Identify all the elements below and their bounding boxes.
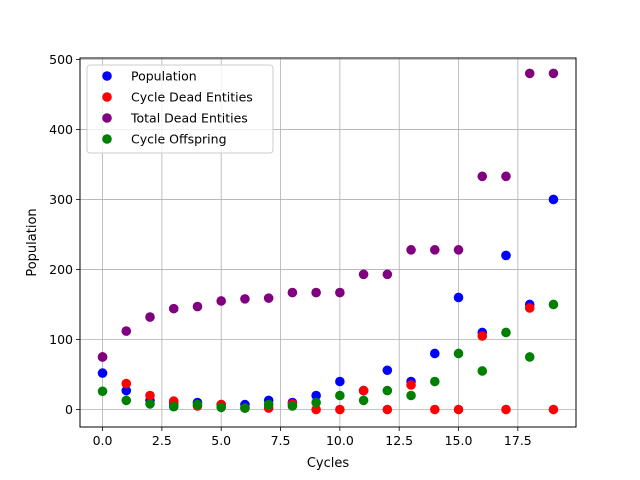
data-point xyxy=(477,171,488,182)
series-cycle-offspring xyxy=(97,299,559,413)
data-point xyxy=(311,287,321,298)
data-point xyxy=(429,404,440,415)
data-point xyxy=(263,293,274,303)
data-point xyxy=(145,399,155,409)
x-axis-ticks: 0.0 2.5 5.0 7.5 10.0 12.5 15.0 17.5 xyxy=(93,427,532,448)
data-point xyxy=(382,385,393,396)
y-tick-label: 500 xyxy=(49,52,73,67)
data-point xyxy=(501,171,511,182)
data-point xyxy=(406,390,416,401)
data-point xyxy=(524,352,535,362)
y-axis-ticks: 0 100 200 300 400 500 xyxy=(49,52,80,417)
data-point xyxy=(477,366,488,376)
data-point xyxy=(548,68,559,79)
data-point xyxy=(287,401,298,411)
data-point xyxy=(335,390,345,401)
data-point xyxy=(311,397,321,408)
data-point xyxy=(453,245,464,255)
x-tick-label: 15.0 xyxy=(445,433,473,448)
x-tick-label: 2.5 xyxy=(152,433,172,448)
data-point xyxy=(240,294,250,304)
y-tick-label: 0 xyxy=(65,402,73,417)
y-tick-label: 300 xyxy=(49,192,73,207)
x-tick-label: 0.0 xyxy=(93,433,113,448)
data-point xyxy=(192,301,203,312)
data-point xyxy=(382,404,393,415)
data-point xyxy=(335,287,345,298)
legend-marker xyxy=(102,113,112,123)
data-point xyxy=(121,385,132,396)
data-point xyxy=(429,245,440,255)
data-point xyxy=(168,303,179,314)
y-tick-label: 200 xyxy=(49,262,73,277)
data-point xyxy=(501,250,511,261)
legend-marker xyxy=(102,71,112,81)
data-point xyxy=(406,245,416,255)
data-point xyxy=(335,376,345,387)
data-point xyxy=(335,404,345,415)
y-axis-label: Population xyxy=(25,208,40,276)
data-point xyxy=(311,390,321,401)
data-point xyxy=(97,352,108,362)
data-point xyxy=(358,395,369,406)
data-point xyxy=(382,365,393,376)
data-point xyxy=(358,269,369,280)
data-point xyxy=(429,376,440,387)
data-point xyxy=(477,331,488,341)
data-point xyxy=(453,348,464,359)
legend-label: Total Dead Entities xyxy=(130,111,248,126)
legend-marker xyxy=(102,92,112,102)
x-tick-label: 10.0 xyxy=(326,433,354,448)
data-point xyxy=(145,390,155,401)
data-point xyxy=(524,68,535,79)
series-total-dead-entities xyxy=(97,68,559,362)
legend: Population Cycle Dead Entities Total Dead … xyxy=(86,64,274,154)
data-point xyxy=(97,386,108,397)
data-point xyxy=(121,378,132,389)
data-point xyxy=(524,303,535,313)
data-point xyxy=(501,327,511,338)
data-point xyxy=(97,368,108,378)
data-point xyxy=(168,401,179,412)
x-tick-label: 7.5 xyxy=(271,433,291,448)
x-axis-label: Cycles xyxy=(307,456,350,471)
data-point xyxy=(429,348,440,359)
data-point xyxy=(192,399,203,410)
legend-box xyxy=(86,64,274,154)
data-point xyxy=(121,326,132,336)
data-point xyxy=(263,399,274,410)
data-point xyxy=(287,287,298,298)
legend-label: Cycle Dead Entities xyxy=(131,90,253,105)
x-tick-label: 17.5 xyxy=(504,433,532,448)
data-point xyxy=(145,312,155,322)
data-point xyxy=(548,299,559,310)
legend-marker xyxy=(102,134,112,144)
data-point xyxy=(548,404,559,415)
data-point xyxy=(240,403,250,413)
data-point xyxy=(216,296,227,306)
data-point xyxy=(382,269,393,280)
data-point xyxy=(121,395,132,406)
x-tick-label: 5.0 xyxy=(211,433,231,448)
legend-label: Population xyxy=(131,69,197,84)
data-point xyxy=(453,292,464,303)
data-point xyxy=(311,404,321,415)
data-point xyxy=(548,194,559,205)
data-point xyxy=(358,385,369,396)
data-points xyxy=(97,68,559,415)
data-point xyxy=(501,404,511,415)
data-point xyxy=(216,402,227,413)
x-tick-label: 12.5 xyxy=(385,433,413,448)
plot-area-frame xyxy=(79,57,577,428)
y-tick-label: 400 xyxy=(49,122,73,137)
y-tick-label: 100 xyxy=(49,332,73,347)
legend-label: Cycle Offspring xyxy=(131,132,227,147)
data-point xyxy=(406,380,416,390)
data-point xyxy=(453,404,464,415)
